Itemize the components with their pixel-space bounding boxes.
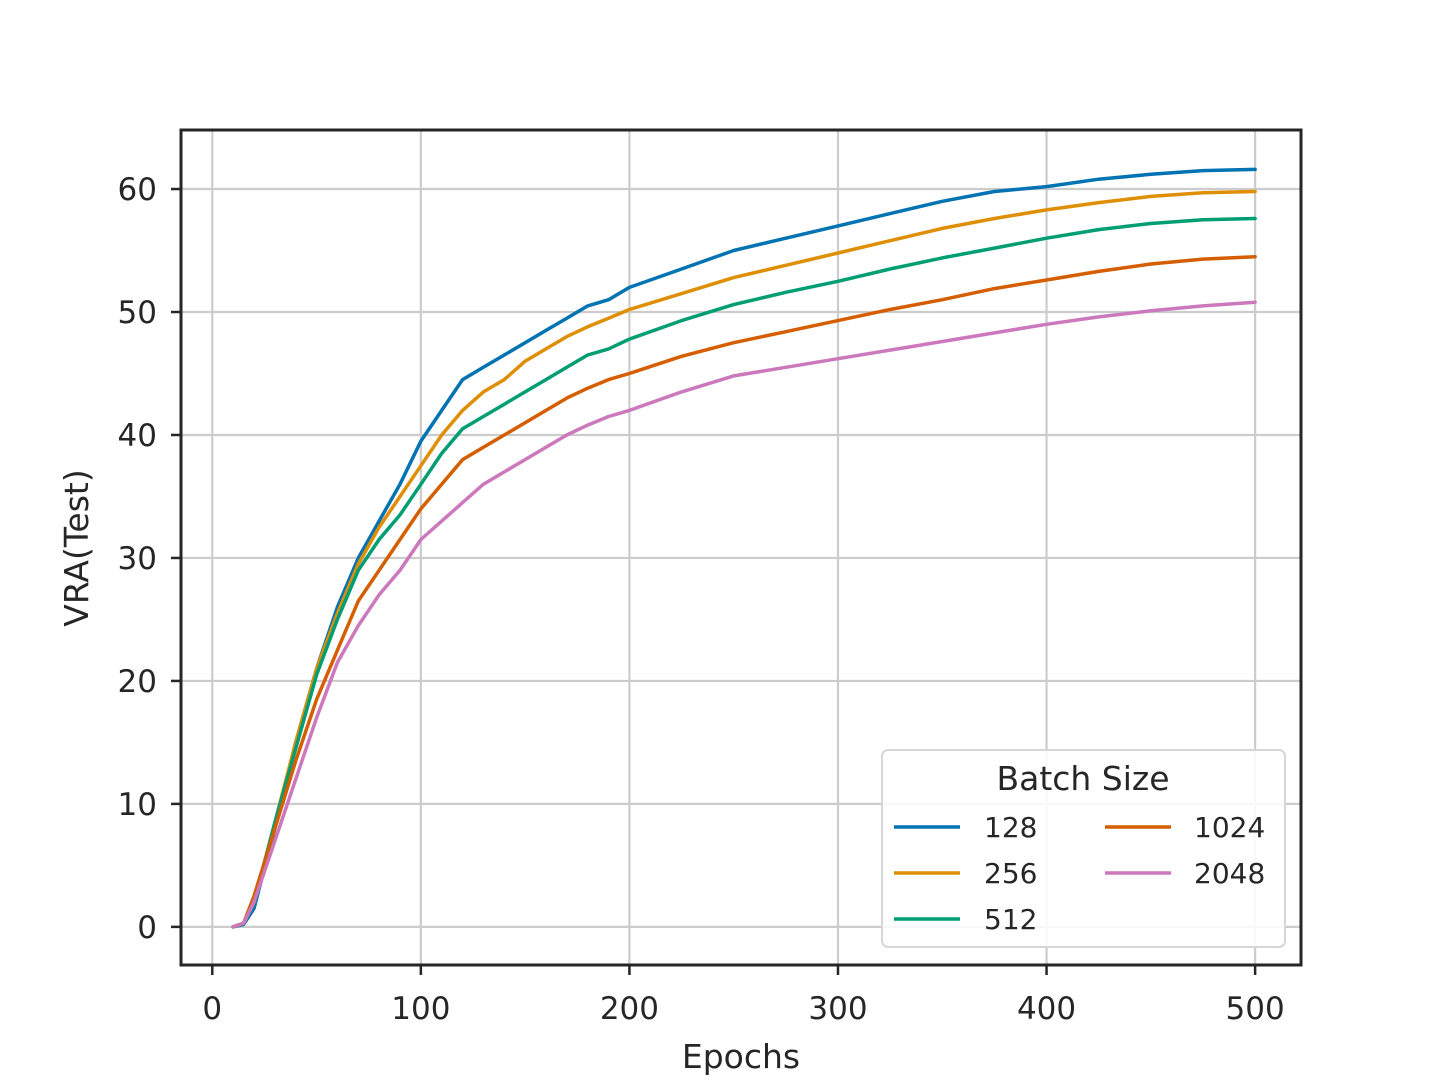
- legend-label-128: 128: [984, 811, 1037, 844]
- legend-title: Batch Size: [996, 759, 1169, 798]
- x-tick-label: 400: [1017, 991, 1076, 1027]
- x-tick-label: 200: [600, 991, 659, 1027]
- y-axis-label: VRA(Test): [57, 469, 96, 626]
- grid: [181, 130, 1301, 965]
- axis-ticks: 0 100 200 300 400 500 0 10 20 30 40 50 60: [118, 172, 1285, 1027]
- y-tick-label: 20: [118, 664, 157, 700]
- series-line-512: [231, 216, 1257, 929]
- series-lines: [231, 167, 1257, 929]
- legend-label-256: 256: [984, 857, 1037, 890]
- y-tick-label: 60: [118, 172, 157, 208]
- legend-box: [881, 749, 1286, 948]
- y-tick-label: 40: [118, 418, 157, 454]
- x-axis-label: Epochs: [682, 1037, 800, 1076]
- plot-frame: [179, 128, 1303, 967]
- y-tick-label: 0: [137, 910, 157, 946]
- legend-label-1024: 1024: [1194, 811, 1265, 844]
- legend-items: 128 256 512 1024 2048: [894, 811, 1265, 936]
- series-line-256: [231, 189, 1257, 929]
- x-tick-label: 100: [391, 991, 450, 1027]
- y-tick-label: 30: [118, 541, 157, 577]
- y-tick-label: 10: [118, 787, 157, 823]
- x-tick-label: 300: [808, 991, 867, 1027]
- legend-label-2048: 2048: [1194, 857, 1265, 890]
- y-tick-label: 50: [118, 295, 157, 331]
- series-line-1024: [231, 254, 1257, 929]
- legend-label-512: 512: [984, 903, 1037, 936]
- x-tick-label: 500: [1226, 991, 1285, 1027]
- series-line-2048: [231, 300, 1257, 929]
- x-tick-label: 0: [202, 991, 222, 1027]
- legend: Batch Size 128 256 512 1024 2048: [881, 749, 1286, 948]
